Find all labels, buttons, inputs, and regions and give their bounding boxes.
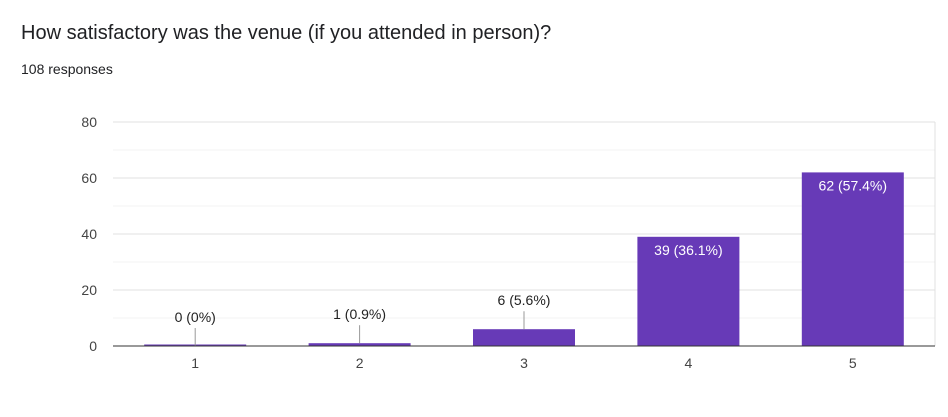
bar — [637, 236, 740, 346]
x-tick-label: 4 — [685, 355, 693, 371]
y-tick-label: 60 — [81, 170, 97, 186]
x-tick-label: 3 — [520, 355, 528, 371]
response-count: 108 responses — [21, 61, 113, 77]
y-tick-label: 40 — [81, 226, 97, 242]
data-label: 6 (5.6%) — [498, 292, 551, 308]
question-title: How satisfactory was the venue (if you a… — [21, 22, 552, 44]
x-tick-label: 2 — [356, 355, 364, 371]
x-tick-label: 1 — [191, 355, 199, 371]
bar — [473, 329, 575, 346]
x-tick-label: 5 — [849, 355, 857, 371]
data-label: 39 (36.1%) — [654, 242, 722, 258]
bar — [308, 343, 411, 346]
data-label: 62 (57.4%) — [819, 177, 887, 193]
y-tick-label: 80 — [81, 114, 97, 130]
y-tick-label: 20 — [81, 282, 97, 298]
data-label: 0 (0%) — [175, 309, 216, 325]
data-label: 1 (0.9%) — [333, 306, 386, 322]
bar — [801, 172, 904, 346]
y-tick-label: 0 — [89, 338, 97, 354]
